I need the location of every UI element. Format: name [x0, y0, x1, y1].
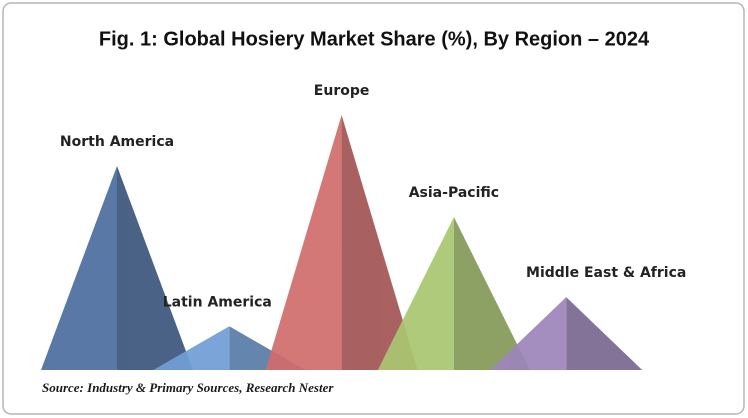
- peak-dark-face: [117, 166, 193, 370]
- peak-dark-face: [229, 326, 306, 370]
- peak-dark-face: [566, 297, 643, 370]
- peak-light-face: [490, 297, 567, 370]
- peak-light-face: [41, 166, 117, 370]
- peak: [41, 166, 193, 370]
- peak-light-face: [153, 326, 230, 370]
- chart-title: Fig. 1: Global Hosiery Market Share (%),…: [99, 28, 650, 50]
- peak: [153, 326, 306, 370]
- plot-area: North America Latin America Europe Asia-Pac…: [41, 83, 686, 370]
- peak: [265, 115, 418, 370]
- peak: [377, 217, 530, 370]
- peak-light-face: [377, 217, 454, 370]
- category-label: Asia-Pacific: [409, 185, 499, 201]
- peak-light-face: [265, 115, 342, 370]
- category-label: Middle East & Africa: [526, 265, 686, 281]
- source-note: Source: Industry & Primary Sources, Rese…: [42, 380, 334, 395]
- category-label: Latin America: [163, 294, 272, 310]
- peak-dark-face: [341, 115, 418, 370]
- category-label: North America: [60, 134, 174, 150]
- peak: [490, 297, 643, 370]
- category-label: Europe: [314, 83, 370, 99]
- peak-dark-face: [453, 217, 530, 370]
